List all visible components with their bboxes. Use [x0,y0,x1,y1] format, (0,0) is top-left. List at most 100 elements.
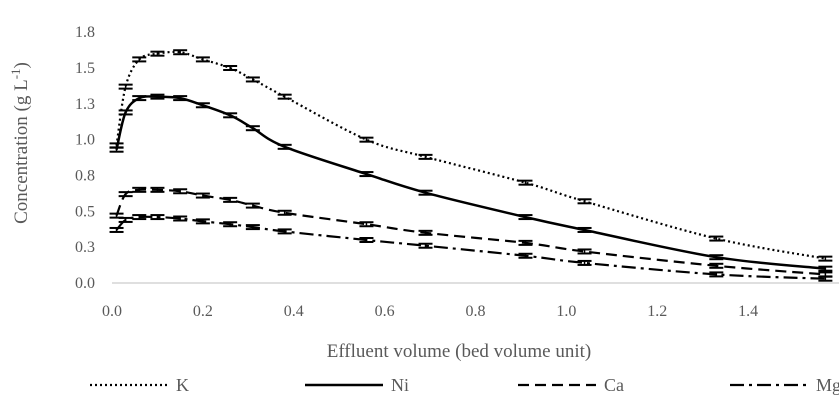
series-mg [109,214,833,282]
series-k [109,49,833,262]
error-bar-ni [418,189,433,196]
y-axis-label: Concentration (g L-1) [8,62,32,224]
x-tick-labels: 0.0 0.2 0.4 0.6 0.8 1.0 1.2 1.4 [102,303,758,320]
error-bar-k [359,136,374,143]
error-bar-ca [359,221,374,228]
y-tick-label: 1.8 [75,24,95,41]
series-ni [109,93,833,272]
error-bar-mg [173,215,188,222]
y-tick-label: 1.0 [75,132,95,149]
y-axis-label-main: Concentration (g L [11,79,32,224]
y-axis-label-close: ) [11,62,32,68]
error-bar-mg [132,214,147,221]
error-bar-k [418,153,433,160]
error-bar-k [118,83,133,90]
x-axis-label: Effluent volume (bed volume unit) [327,341,592,362]
error-bar-mg [223,221,238,228]
legend-item-ni: Ni [305,375,409,395]
x-tick-label: 0.8 [466,303,486,320]
error-bar-ca [118,191,133,198]
error-bar-ca [223,196,238,203]
error-bar-ca [195,192,210,199]
error-bar-ni [518,214,533,221]
series-line-ni [115,95,826,270]
series-line-mg [115,215,826,280]
y-tick-label: 0.8 [75,168,95,185]
error-bar-ni [359,171,374,178]
error-bar-ni [577,226,592,233]
legend-label-k: K [176,375,189,395]
error-bar-k [173,49,188,56]
error-bar-ni [195,102,210,109]
series-ca [109,186,833,278]
error-bar-k [518,179,533,186]
y-tick-label: 0.3 [75,239,95,256]
error-bar-ca [132,186,147,193]
x-tick-label: 1.4 [738,303,758,320]
error-bar-mg [118,216,133,223]
error-bar-k [132,56,147,63]
error-bar-ca [418,229,433,236]
error-bar-ni [709,254,724,261]
y-tick-label: 0.5 [75,203,95,220]
error-bar-ni [118,109,133,116]
error-bar-ni [132,95,147,102]
error-bar-ca [173,188,188,195]
error-bar-ca [518,239,533,246]
error-bar-k [277,93,292,100]
error-bar-ni [223,112,238,119]
error-bar-k [818,255,833,262]
error-bar-ca [150,186,165,193]
y-axis-title: Concentration (g L-1) [8,62,32,224]
error-bar-ni [173,95,188,102]
error-bar-mg [577,259,592,266]
error-bar-ca [709,262,724,269]
error-bar-mg [709,271,724,278]
error-bar-ni [277,143,292,150]
error-bar-k [150,50,165,57]
y-tick-label: 1.3 [75,96,95,113]
series-line-ca [115,188,826,276]
error-bar-mg [195,218,210,225]
x-tick-label: 0.6 [375,303,395,320]
error-bar-mg [150,214,165,221]
error-bar-ni [109,146,124,153]
error-bar-ca [577,248,592,255]
error-bar-mg [818,275,833,282]
x-tick-label: 1.0 [556,303,576,320]
series-line-k [115,50,826,260]
error-bar-ni [818,265,833,272]
error-bar-k [245,76,260,83]
error-bar-mg [418,242,433,249]
error-bar-ca [245,202,260,209]
error-bar-mg [359,237,374,243]
x-tick-label: 0.4 [284,303,304,320]
error-bar-ni [245,125,260,132]
error-bar-mg [277,228,292,235]
legend-item-ca: Ca [518,375,624,395]
y-tick-label: 0.0 [75,275,95,292]
legend: K Ni Ca Mg [90,375,839,395]
legend-label-ca: Ca [604,375,624,395]
error-bar-k [195,56,210,63]
y-tick-labels: 0.0 0.3 0.5 0.8 1.0 1.3 1.5 1.8 [75,24,95,292]
error-bar-ni [150,93,165,100]
x-tick-label: 0.2 [193,303,213,320]
error-bar-mg [518,252,533,259]
error-bar-mg [109,226,124,233]
x-tick-label: 1.2 [647,303,667,320]
y-tick-label: 1.5 [75,60,95,77]
error-bar-ca [277,209,292,216]
error-bar-k [709,235,724,242]
legend-label-mg: Mg [816,375,839,395]
legend-item-k: K [90,375,189,395]
x-tick-label: 0.0 [102,303,122,320]
error-bar-k [223,65,238,71]
legend-item-mg: Mg [730,375,839,395]
legend-label-ni: Ni [391,375,409,395]
error-bar-mg [245,224,260,231]
series-layer [109,49,833,282]
error-bar-k [577,198,592,205]
y-axis-label-superscript: -1 [8,68,23,79]
